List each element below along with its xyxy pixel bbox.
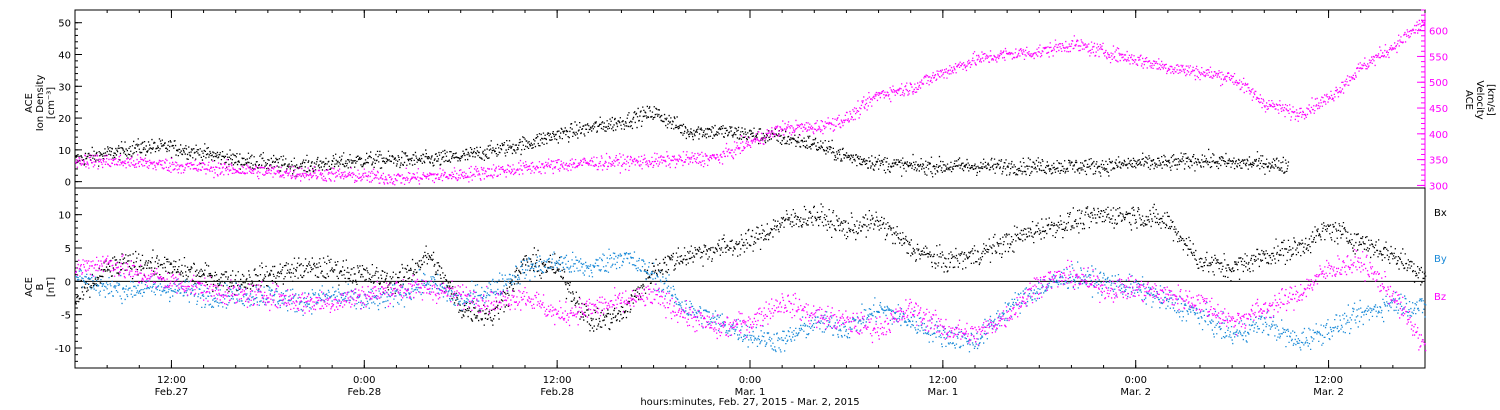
x-tick-time: 12:00 — [157, 375, 186, 386]
top-right-tick-label: 300 — [1429, 181, 1448, 192]
bottom-left-tick-label: 0 — [65, 277, 71, 288]
x-tick-day: Mar. 1 — [735, 387, 766, 398]
bottom-ylabel-left-3: [nT] — [46, 277, 57, 297]
top-ylabel-right-2: Velocity — [1474, 80, 1485, 119]
x-axis: 12:00Feb.270:00Feb.2812:00Feb.280:00Mar.… — [74, 10, 1426, 398]
top-ylabel-left-3: [cm⁻³] — [46, 87, 57, 119]
series-bz — [75, 249, 1427, 352]
density-series — [75, 105, 1290, 178]
top-left-tick-label: 0 — [65, 178, 71, 189]
x-tick-time: 0:00 — [1124, 375, 1146, 386]
top-left-tick-label: 10 — [58, 146, 71, 157]
top-ylabel-left-2: Ion Density — [35, 75, 46, 132]
legend-bx: Bx — [1434, 208, 1447, 219]
top-left-tick-label: 20 — [58, 114, 71, 125]
x-tick-day: Feb.27 — [155, 387, 189, 398]
top-right-tick-label: 350 — [1429, 156, 1448, 167]
x-tick-day: Mar. 1 — [928, 387, 959, 398]
top-ylabel-right-3: [km/s] — [1485, 84, 1496, 116]
series-by — [75, 248, 1427, 353]
x-tick-time: 0:00 — [739, 375, 761, 386]
x-tick-day: Mar. 2 — [1313, 387, 1344, 398]
velocity-series — [75, 19, 1426, 186]
x-tick-time: 12:00 — [543, 375, 572, 386]
bottom-left-tick-label: 10 — [58, 211, 71, 222]
top-right-tick-label: 450 — [1429, 104, 1448, 115]
bottom-panel-frame — [74, 187, 1426, 369]
bottom-left-tick-label: -5 — [61, 311, 71, 322]
bottom-ylabel-left-2: B — [35, 283, 46, 290]
top-panel-frame — [74, 9, 1426, 189]
top-right-tick-label: 600 — [1429, 27, 1448, 38]
top-right-tick-label: 500 — [1429, 78, 1448, 89]
bottom-left-tick-label: 5 — [65, 244, 71, 255]
top-right-tick-label: 550 — [1429, 52, 1448, 63]
bottom-left-tick-label: -10 — [55, 344, 71, 355]
x-tick-time: 12:00 — [928, 375, 957, 386]
top-left-tick-label: 30 — [58, 82, 71, 93]
x-axis-label: hours:minutes, Feb. 27, 2015 - Mar. 2, 2… — [640, 397, 859, 408]
top-left-tick-label: 50 — [58, 19, 71, 30]
top-panel: 0 10 20 30 40 50 300 350 400 450 500 550 600 — [58, 9, 1448, 192]
x-tick-time: 12:00 — [1314, 375, 1343, 386]
top-ylabel-right-1: ACE — [1463, 90, 1474, 110]
bottom-ylabel-left-1: ACE — [24, 277, 35, 297]
top-left-tick-label: 40 — [58, 51, 71, 62]
top-ylabel-left-1: ACE — [24, 93, 35, 113]
legend-by: By — [1434, 254, 1447, 265]
x-tick-day: Feb.28 — [347, 387, 381, 398]
top-right-tick-label: 400 — [1429, 130, 1448, 141]
bottom-panel: -10 -5 0 5 10 — [55, 187, 1427, 369]
series-bx — [75, 203, 1427, 332]
x-tick-time: 0:00 — [353, 375, 375, 386]
x-tick-day: Feb.28 — [540, 387, 574, 398]
legend-bz: Bz — [1434, 292, 1446, 303]
x-tick-day: Mar. 2 — [1120, 387, 1151, 398]
